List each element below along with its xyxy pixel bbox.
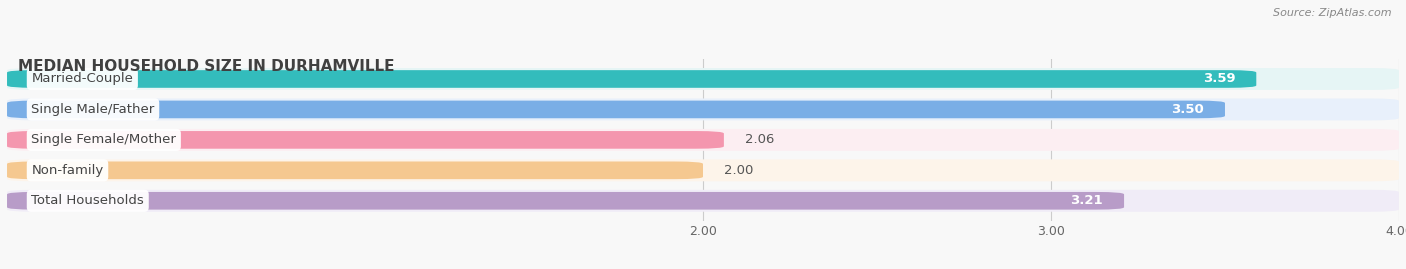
Text: 3.59: 3.59 <box>1202 72 1236 86</box>
FancyBboxPatch shape <box>7 101 1225 118</box>
Text: Single Female/Mother: Single Female/Mother <box>31 133 176 146</box>
Text: MEDIAN HOUSEHOLD SIZE IN DURHAMVILLE: MEDIAN HOUSEHOLD SIZE IN DURHAMVILLE <box>18 59 395 74</box>
Text: Married-Couple: Married-Couple <box>31 72 134 86</box>
Text: Non-family: Non-family <box>31 164 104 177</box>
FancyBboxPatch shape <box>7 131 724 149</box>
Text: 3.50: 3.50 <box>1171 103 1204 116</box>
Text: Single Male/Father: Single Male/Father <box>31 103 155 116</box>
Text: 3.21: 3.21 <box>1070 194 1104 207</box>
FancyBboxPatch shape <box>7 192 1123 210</box>
Text: Source: ZipAtlas.com: Source: ZipAtlas.com <box>1274 8 1392 18</box>
FancyBboxPatch shape <box>7 98 1399 121</box>
Text: Total Households: Total Households <box>31 194 145 207</box>
FancyBboxPatch shape <box>7 161 703 179</box>
Text: 2.06: 2.06 <box>745 133 775 146</box>
FancyBboxPatch shape <box>7 68 1399 90</box>
FancyBboxPatch shape <box>7 70 1257 88</box>
FancyBboxPatch shape <box>7 129 1399 151</box>
Text: 2.00: 2.00 <box>724 164 754 177</box>
FancyBboxPatch shape <box>7 159 1399 181</box>
FancyBboxPatch shape <box>7 190 1399 212</box>
